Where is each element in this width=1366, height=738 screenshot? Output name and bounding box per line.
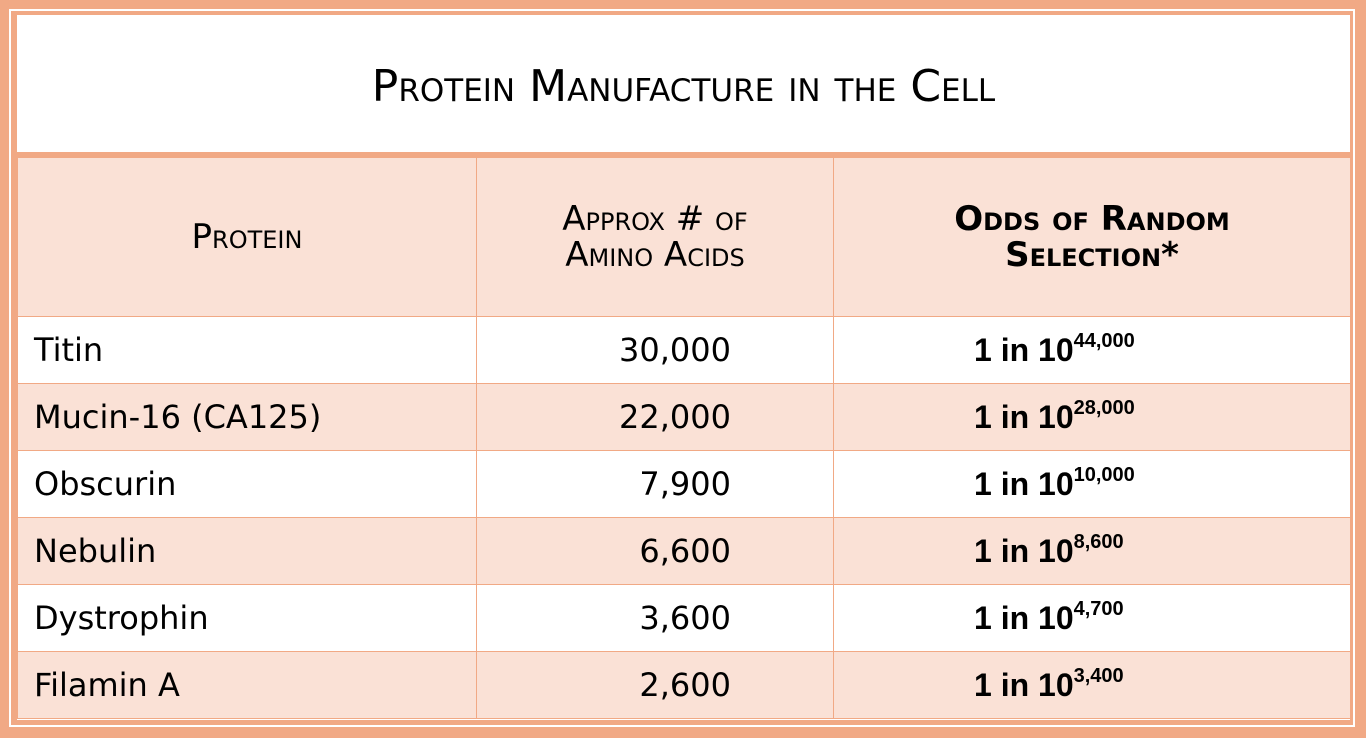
protein-name: Filamin A — [17, 651, 477, 719]
header-amino-acids: Approx # of Amino Acids — [476, 157, 834, 317]
frame-outline — [9, 9, 1355, 727]
table-row: Nebulin 6,600 1 in 108,600 — [17, 517, 1351, 585]
header-protein: Protein — [17, 157, 477, 317]
header-line: Approx # of — [562, 199, 748, 239]
odds-value: 1 in 104,700 — [833, 584, 1351, 652]
protein-name: Nebulin — [17, 517, 477, 585]
table-header-row: Protein Approx # of Amino Acids Odds of R… — [17, 157, 1351, 317]
odds-base: 1 in 10 — [974, 666, 1074, 703]
table-row: Mucin-16 (CA125) 22,000 1 in 1028,000 — [17, 383, 1351, 451]
odds-base: 1 in 10 — [974, 532, 1074, 569]
odds-exponent: 4,700 — [1073, 597, 1124, 620]
odds-value: 1 in 103,400 — [833, 651, 1351, 719]
amino-acid-count: 3,600 — [476, 584, 834, 652]
odds-base: 1 in 10 — [974, 465, 1074, 502]
odds-value: 1 in 108,600 — [833, 517, 1351, 585]
protein-name: Obscurin — [17, 450, 477, 518]
odds-base: 1 in 10 — [974, 599, 1074, 636]
amino-acid-count: 22,000 — [476, 383, 834, 451]
odds-value: 1 in 1010,000 — [833, 450, 1351, 518]
odds-exponent: 10,000 — [1073, 463, 1135, 486]
odds-base: 1 in 10 — [974, 398, 1074, 435]
protein-name: Titin — [17, 316, 477, 384]
table-row: Titin 30,000 1 in 1044,000 — [17, 316, 1351, 384]
amino-acid-count: 30,000 — [476, 316, 834, 384]
header-odds: Odds of Random Selection* — [833, 157, 1351, 317]
amino-acid-count: 2,600 — [476, 651, 834, 719]
protein-name: Dystrophin — [17, 584, 477, 652]
odds-exponent: 44,000 — [1073, 329, 1135, 352]
protein-name: Mucin-16 (CA125) — [17, 383, 477, 451]
table-row: Filamin A 2,600 1 in 103,400 — [17, 651, 1351, 719]
header-line: Amino Acids — [565, 235, 745, 275]
table-row: Obscurin 7,900 1 in 1010,000 — [17, 450, 1351, 518]
odds-exponent: 28,000 — [1073, 396, 1135, 419]
odds-base: 1 in 10 — [974, 331, 1074, 368]
amino-acid-count: 7,900 — [476, 450, 834, 518]
odds-value: 1 in 1044,000 — [833, 316, 1351, 384]
header-line: Selection* — [1005, 235, 1179, 275]
page-title: Protein Manufacture in the Cell — [17, 15, 1350, 157]
odds-exponent: 3,400 — [1073, 664, 1124, 687]
slide-panel: Protein Manufacture in the Cell Protein … — [17, 15, 1351, 720]
table-row: Dystrophin 3,600 1 in 104,700 — [17, 584, 1351, 652]
odds-value: 1 in 1028,000 — [833, 383, 1351, 451]
protein-table: Protein Approx # of Amino Acids Odds of R… — [17, 157, 1351, 719]
amino-acid-count: 6,600 — [476, 517, 834, 585]
header-line: Odds of Random — [954, 199, 1230, 239]
odds-exponent: 8,600 — [1073, 530, 1124, 553]
